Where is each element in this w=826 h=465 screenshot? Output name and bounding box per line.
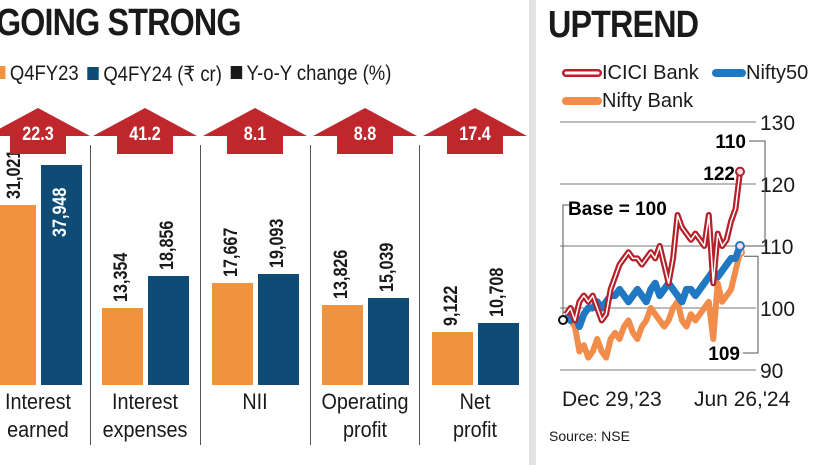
panel-separator — [529, 0, 536, 465]
bar-q4fy23 — [102, 307, 143, 385]
category-label: Interest earned — [0, 388, 88, 444]
bar-q4fy24 — [148, 275, 189, 385]
y-tick-label: 100 — [760, 298, 795, 321]
category-label-line: Net — [459, 389, 491, 414]
end-marker — [735, 241, 745, 251]
yoy-arrow: 8.8 — [313, 108, 417, 154]
yoy-value: 8.8 — [353, 124, 377, 145]
nifty50-end-label-connector — [744, 140, 766, 247]
category-label-line: Interest — [4, 389, 72, 414]
yoy-arrow: 41.2 — [93, 108, 197, 154]
icici-line-swatch — [562, 69, 602, 77]
bar-q4fy23 — [212, 282, 253, 385]
category-label-line: earned — [7, 417, 69, 442]
yoy-value: 22.3 — [22, 124, 54, 145]
legend-icici: ICICI Bank — [562, 62, 699, 85]
legend-swatch — [230, 66, 243, 79]
bar-q4fy24 — [478, 322, 519, 385]
legend-q4fy23: Q4FY23 — [0, 62, 79, 87]
nifty-bank-end-label: 109 — [708, 344, 740, 365]
legend-q4fy24: Q4FY24 (₹ cr) — [87, 62, 222, 87]
yoy-arrow: 8.1 — [203, 108, 307, 154]
legend-nifty50: Nifty50 — [712, 62, 808, 85]
left-title: GOING STRONG — [0, 2, 241, 44]
category-label: Net profit — [426, 388, 525, 444]
yoy-arrow: 17.4 — [423, 108, 527, 154]
category-label-line: NII — [242, 389, 268, 414]
y-tick-label: 90 — [760, 360, 783, 383]
bar-q4fy24 — [368, 297, 409, 385]
category-label: NII — [206, 388, 305, 444]
legend-label: Q4FY23 — [9, 62, 79, 85]
bar-q4fy23 — [432, 332, 473, 385]
legend-label: ICICI Bank — [602, 62, 699, 84]
category-label-line: Interest — [111, 389, 179, 414]
yoy-value: 8.1 — [243, 124, 267, 145]
bar-q4fy23 — [322, 304, 363, 385]
group-divider — [310, 145, 311, 445]
bar-q4fy23 — [0, 205, 36, 385]
x-label-start: Dec 29,'23 — [562, 388, 662, 411]
legend-label: Nifty50 — [746, 62, 809, 84]
up-arrow-icon — [423, 108, 527, 154]
y-tick-label: 120 — [760, 174, 795, 197]
bar-legend: Q4FY23 Q4FY24 (₹ cr) Y-o-Y change (%) — [0, 62, 391, 87]
legend-label: Y-o-Y change (%) — [246, 62, 392, 85]
category-label-line: expenses — [102, 417, 188, 442]
group-divider — [200, 145, 201, 445]
category-label-line: profit — [342, 417, 388, 442]
group-divider — [419, 145, 420, 445]
category-label: Interest expenses — [96, 388, 195, 444]
nifty50-line-swatch — [712, 69, 746, 77]
yoy-value: 41.2 — [129, 124, 161, 145]
category-label-line: Operating — [321, 389, 409, 414]
up-arrow-icon — [313, 108, 417, 154]
bar-q4fy24 — [258, 274, 299, 385]
end-marker — [735, 166, 745, 177]
legend-swatch — [0, 66, 6, 79]
bar-q4fy24 — [41, 165, 82, 385]
legend-swatch — [87, 67, 99, 80]
category-label-line: profit — [452, 417, 498, 442]
legend-niftybank: Nifty Bank — [562, 90, 693, 113]
right-title: UPTREND — [548, 4, 699, 46]
legend-label: Q4FY24 (₹ cr) — [103, 63, 222, 86]
category-label: Operating profit — [316, 388, 415, 444]
nifty-bank-end-label-connector — [743, 255, 759, 354]
y-tick-label: 130 — [760, 112, 795, 135]
niftybank-line-swatch — [562, 97, 602, 105]
base-connector — [562, 204, 572, 320]
nifty-bank-line — [563, 251, 743, 361]
up-arrow-icon — [93, 108, 197, 154]
group-divider — [90, 145, 91, 445]
source-note: Source: NSE — [549, 428, 630, 444]
y-tick-label: 110 — [760, 236, 793, 259]
x-label-end: Jun 26,'24 — [694, 388, 791, 411]
up-arrow-icon — [203, 108, 307, 154]
nifty50-end-label: 110 — [715, 132, 746, 153]
icici-end-label: 122 — [703, 164, 735, 185]
start-marker — [558, 315, 568, 325]
legend-yoy: Y-o-Y change (%) — [230, 62, 392, 87]
yoy-arrow: 22.3 — [0, 108, 90, 154]
base-label: Base = 100 — [568, 199, 667, 220]
icici-bank-line-inner — [565, 171, 741, 322]
up-arrow-icon — [0, 108, 90, 154]
legend-label: Nifty Bank — [602, 90, 694, 112]
yoy-value: 17.4 — [459, 124, 491, 145]
